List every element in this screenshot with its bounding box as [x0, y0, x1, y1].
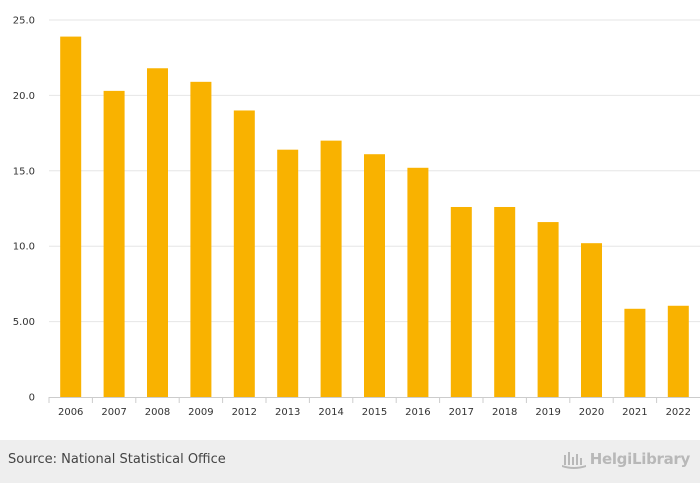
brand-name: HelgiLibrary	[589, 450, 691, 468]
x-tick-label: 2022	[666, 407, 691, 418]
x-tick-label: 2016	[405, 407, 430, 418]
x-tick-label: 2021	[622, 407, 647, 418]
x-tick-label: 2013	[275, 407, 300, 418]
y-tick-label: 0	[29, 393, 35, 404]
source-text: Source: National Statistical Office	[8, 452, 226, 467]
bar[interactable]	[450, 206, 472, 397]
bar[interactable]	[667, 305, 689, 397]
x-tick-label: 2015	[362, 407, 387, 418]
x-tick-label: 2019	[535, 407, 560, 418]
y-tick-label: 5.00	[13, 317, 35, 328]
bar[interactable]	[537, 222, 559, 397]
x-tick-label: 2014	[318, 407, 343, 418]
y-tick-label: 10.0	[13, 242, 35, 253]
helgi-library-logo-icon	[561, 452, 586, 469]
bar[interactable]	[407, 167, 429, 397]
bar[interactable]	[320, 140, 342, 397]
bar[interactable]	[494, 206, 516, 397]
x-tick-label: 2006	[58, 407, 83, 418]
brand-logo[interactable]: HelgiLibrary	[561, 449, 691, 469]
y-tick-label: 20.0	[13, 91, 35, 102]
bar[interactable]	[624, 308, 646, 397]
bar[interactable]	[277, 149, 299, 397]
x-tick-label: 2017	[449, 407, 474, 418]
y-tick-label: 15.0	[13, 166, 35, 177]
x-tick-label: 2018	[492, 407, 517, 418]
x-tick-label: 2020	[579, 407, 604, 418]
x-tick-label: 2007	[101, 407, 126, 418]
x-tick-label: 2012	[232, 407, 257, 418]
bar[interactable]	[233, 110, 255, 397]
bar[interactable]	[364, 154, 385, 397]
bar-chart: 0 5.00 10.0 15.0 20.0 25.0 2006 2007 2008 2009 201…	[13, 16, 700, 418]
bar[interactable]	[581, 243, 602, 397]
y-tick-label: 25.0	[13, 16, 35, 27]
x-tick-label: 2008	[145, 407, 170, 418]
x-tick-label: 2009	[188, 407, 213, 418]
bar[interactable]	[190, 81, 212, 397]
bar[interactable]	[60, 36, 82, 397]
footer: Source: National Statistical Office Helg…	[0, 440, 700, 483]
bar[interactable]	[103, 90, 125, 397]
bar[interactable]	[147, 68, 168, 398]
